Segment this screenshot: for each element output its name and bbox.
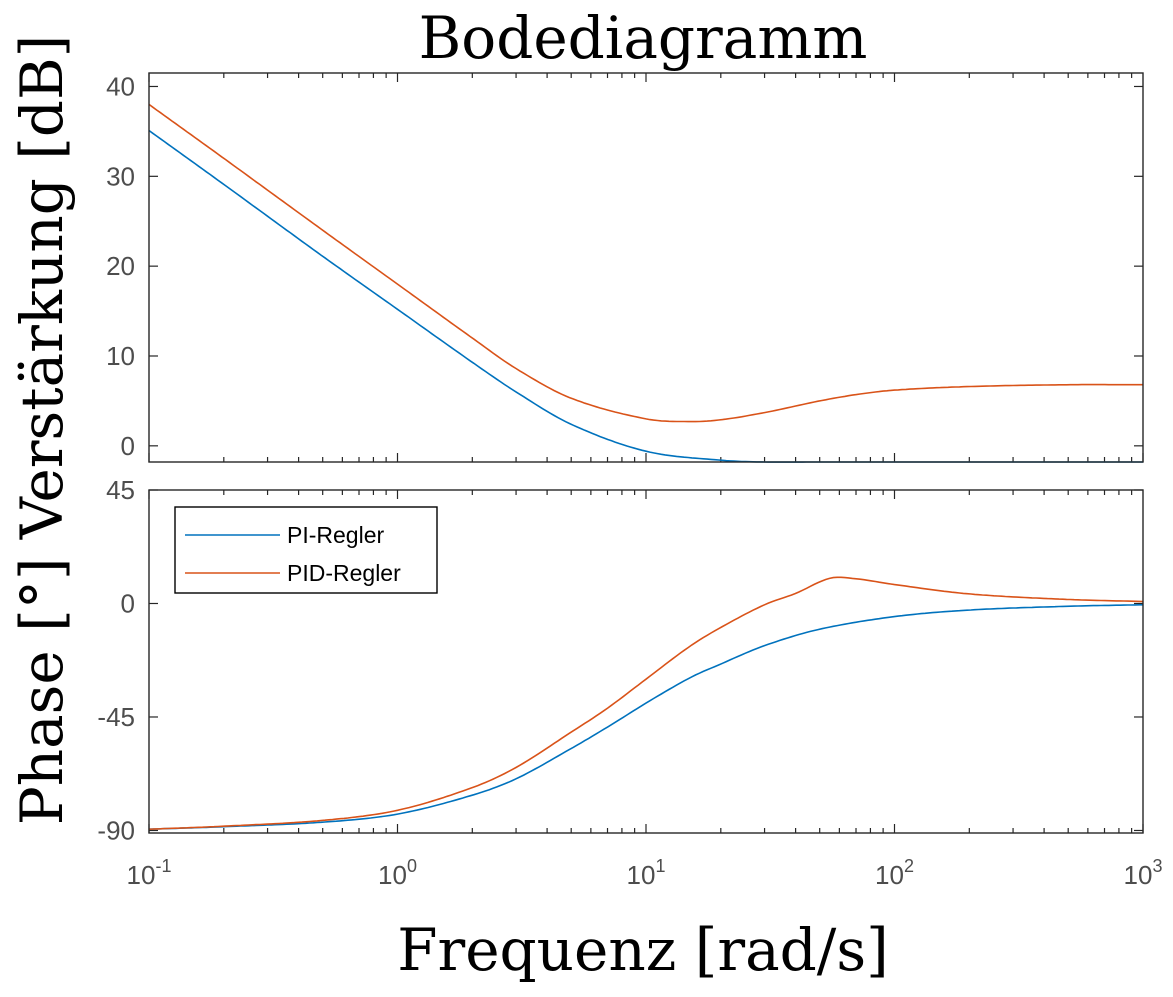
magnitude-y-tick-label: 10 — [106, 341, 135, 371]
x-tick-label: 101 — [627, 856, 666, 890]
magnitude-y-tick-label: 20 — [106, 251, 135, 281]
phase-axes-box — [148, 489, 1144, 834]
legend-box — [174, 506, 438, 594]
x-tick-labels: 10-1 100 101 102 103 — [127, 856, 1163, 890]
y-axis-label: Phase [°] Verstärkung [dB] — [8, 35, 76, 826]
x-axis-label: Frequenz [rad/s] — [397, 916, 888, 984]
magnitude-axes-box — [148, 72, 1144, 463]
magnitude-subplot: 40 30 20 10 0 — [106, 71, 1144, 463]
phase-series-pid-regler — [148, 576, 1144, 830]
magnitude-series-pid-regler — [148, 103, 1143, 423]
phase-y-tick-label: -45 — [97, 702, 135, 732]
magnitude-y-tick-label: 0 — [121, 431, 135, 461]
x-tick-label: 10-1 — [127, 856, 172, 890]
phase-subplot: 45 0 -45 -90 — [97, 475, 1144, 845]
magnitude-y-tick-label: 40 — [106, 71, 135, 101]
legend-entry-label: PI-Regler — [287, 522, 384, 548]
x-tick-label: 103 — [1124, 856, 1163, 890]
magnitude-series-pi-regler — [148, 129, 1143, 463]
legend-entry-label: PID-Regler — [287, 560, 401, 586]
x-tick-label: 102 — [875, 856, 914, 890]
legend: PI-Regler PID-Regler — [174, 506, 438, 594]
chart-title: Bodediagramm — [419, 4, 868, 72]
x-tick-label: 100 — [378, 856, 417, 890]
phase-y-tick-label: 0 — [121, 588, 135, 618]
phase-y-tick-label: 45 — [106, 475, 135, 505]
phase-y-tick-label: -90 — [97, 815, 135, 845]
phase-series-pi-regler — [148, 603, 1143, 830]
magnitude-y-tick-label: 30 — [106, 161, 135, 191]
